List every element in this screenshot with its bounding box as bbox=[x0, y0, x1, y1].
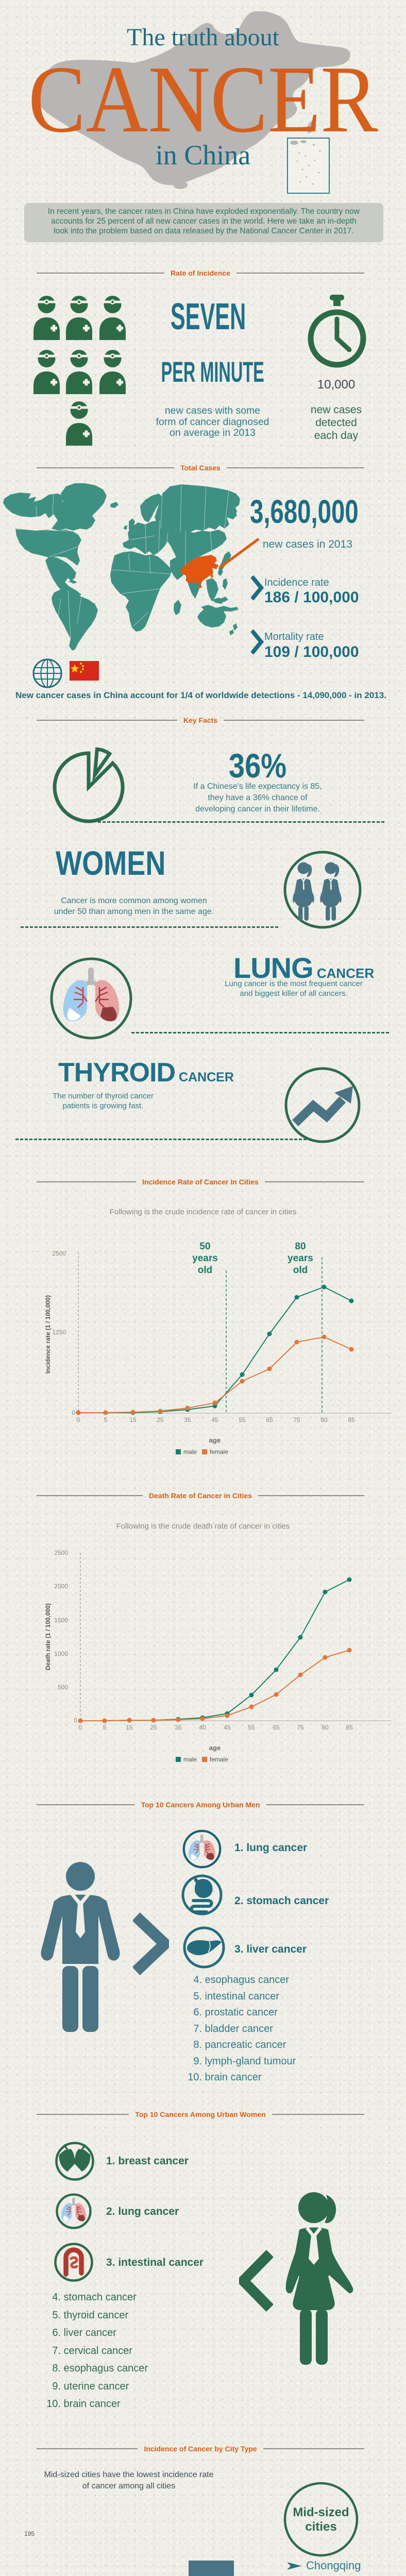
svg-text:age: age bbox=[209, 1436, 221, 1444]
svg-text:female: female bbox=[210, 1448, 228, 1455]
svg-text:Mid-sized: Mid-sized bbox=[293, 2505, 349, 2519]
svg-text:0: 0 bbox=[77, 1416, 80, 1423]
svg-text:80: 80 bbox=[295, 1241, 306, 1252]
svg-text:years: years bbox=[192, 1253, 218, 1264]
svg-text:Death rate (1 / 100,000): Death rate (1 / 100,000) bbox=[44, 1603, 52, 1670]
svg-text:5: 5 bbox=[104, 1416, 108, 1423]
svg-text:1250: 1250 bbox=[52, 1329, 66, 1336]
svg-text:male: male bbox=[183, 1756, 197, 1763]
svg-text:65: 65 bbox=[266, 1416, 273, 1423]
svg-text:40: 40 bbox=[199, 1724, 206, 1731]
svg-text:1500: 1500 bbox=[54, 1617, 68, 1624]
svg-text:500: 500 bbox=[58, 1684, 68, 1691]
svg-text:2000: 2000 bbox=[54, 1583, 68, 1590]
svg-text:80: 80 bbox=[320, 1416, 328, 1423]
svg-text:75: 75 bbox=[293, 1416, 300, 1423]
svg-text:male: male bbox=[183, 1448, 197, 1455]
svg-text:85: 85 bbox=[348, 1416, 355, 1423]
svg-text:65: 65 bbox=[273, 1724, 280, 1731]
svg-text:50: 50 bbox=[199, 1241, 210, 1252]
svg-text:0: 0 bbox=[72, 1409, 75, 1416]
svg-text:Incidence rate (1 / 100,000): Incidence rate (1 / 100,000) bbox=[44, 1295, 52, 1374]
svg-text:old: old bbox=[293, 1265, 308, 1276]
svg-text:1000: 1000 bbox=[54, 1650, 68, 1657]
svg-text:55: 55 bbox=[248, 1724, 255, 1731]
svg-text:15: 15 bbox=[129, 1416, 137, 1423]
svg-text:old: old bbox=[198, 1265, 213, 1276]
svg-text:5: 5 bbox=[103, 1724, 107, 1731]
svg-text:2500: 2500 bbox=[54, 1549, 68, 1556]
svg-text:0: 0 bbox=[74, 1717, 77, 1724]
svg-text:25: 25 bbox=[157, 1416, 164, 1423]
svg-text:80: 80 bbox=[322, 1724, 329, 1731]
svg-text:35: 35 bbox=[175, 1724, 182, 1731]
svg-text:female: female bbox=[210, 1756, 228, 1763]
svg-text:35: 35 bbox=[184, 1416, 191, 1423]
svg-text:45: 45 bbox=[211, 1416, 218, 1423]
svg-text:0: 0 bbox=[79, 1724, 82, 1731]
svg-text:85: 85 bbox=[346, 1724, 353, 1731]
svg-text:years: years bbox=[287, 1253, 313, 1264]
svg-text:45: 45 bbox=[224, 1724, 231, 1731]
svg-text:25: 25 bbox=[150, 1724, 157, 1731]
svg-text:age: age bbox=[209, 1744, 221, 1752]
svg-text:55: 55 bbox=[239, 1416, 246, 1423]
svg-text:cities: cities bbox=[305, 2520, 336, 2534]
svg-text:2500: 2500 bbox=[52, 1250, 66, 1257]
svg-text:15: 15 bbox=[126, 1724, 133, 1731]
svg-text:195: 195 bbox=[24, 2530, 35, 2537]
svg-text:75: 75 bbox=[297, 1724, 304, 1731]
